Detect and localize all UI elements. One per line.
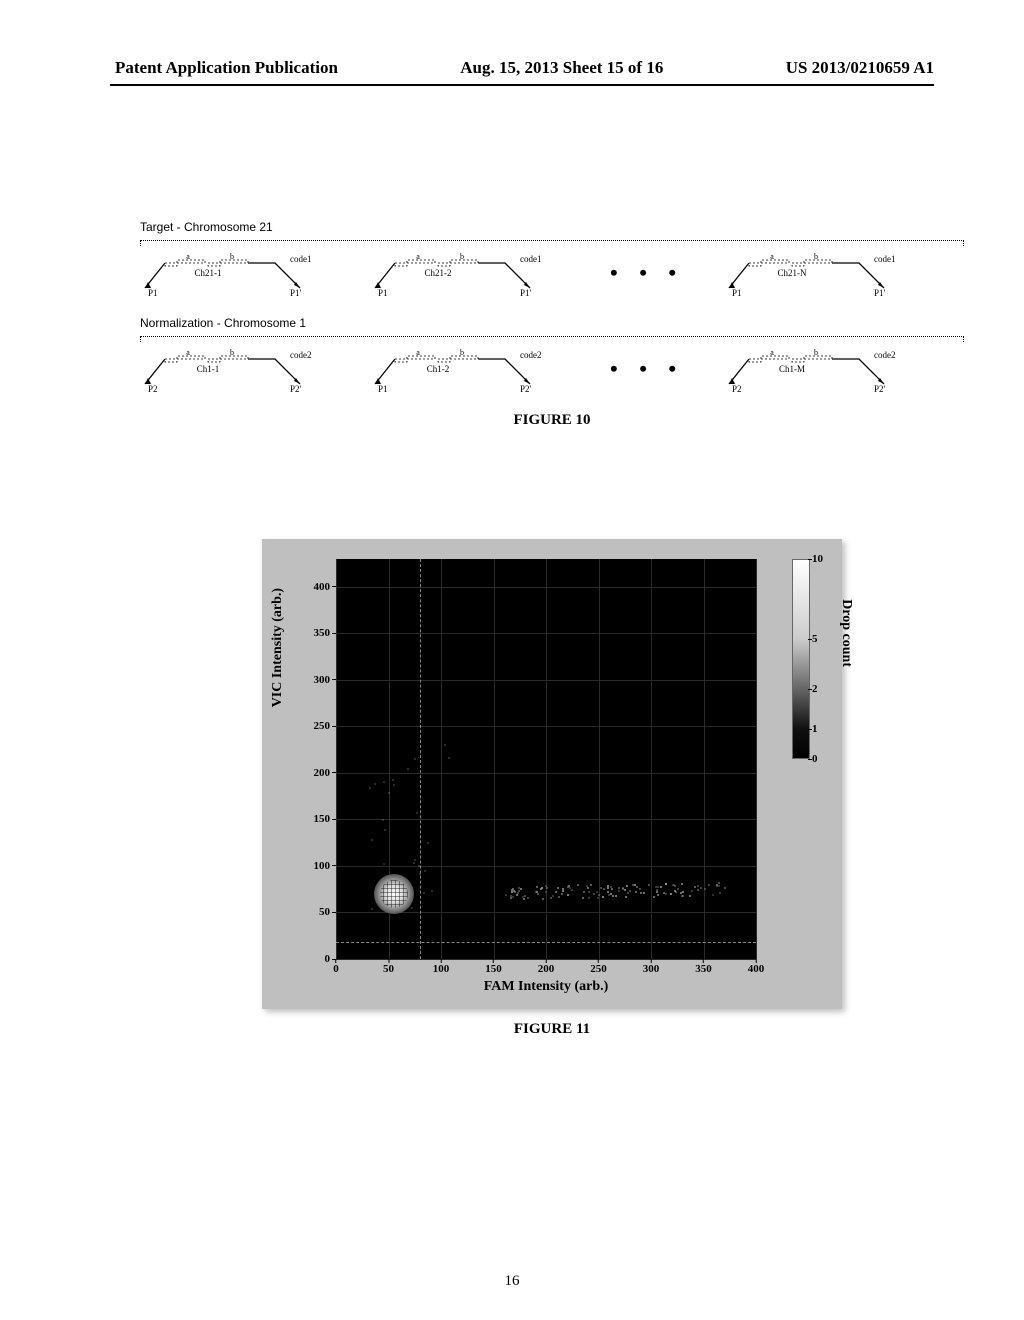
- x-tick: 150: [485, 959, 502, 975]
- figure-11: VIC Intensity (arb.) 0501001502002503003…: [140, 539, 964, 1038]
- x-tick: 50: [383, 959, 394, 975]
- figure-10: Target - Chromosome 21 a b Ch21-1 P1 P1'…: [140, 220, 964, 429]
- svg-text:Ch21-2: Ch21-2: [425, 268, 452, 278]
- fig10-target-row: a b Ch21-1 P1 P1' code1 a b Ch21-2 P1 P1…: [140, 248, 964, 298]
- fig10-norm-title: Normalization - Chromosome 1: [140, 316, 964, 330]
- header-rule: [110, 84, 934, 86]
- fig10-target-bracket: [140, 240, 964, 246]
- probe-unit: a b Ch21-1 P1 P1' code1: [140, 248, 340, 298]
- y-tick: 400: [314, 581, 337, 593]
- header-left: Patent Application Publication: [115, 58, 338, 78]
- fig11-y-label: VIC Intensity (arb.): [270, 588, 286, 707]
- fig10-norm-row: a b Ch1-1 P2 P2' code2 a b Ch1-2 P1 P2' …: [140, 344, 964, 394]
- svg-text:code1: code1: [520, 254, 542, 264]
- y-tick: 50: [319, 906, 336, 918]
- colorbar-tick: 2: [812, 683, 818, 695]
- svg-text:P1': P1': [290, 288, 302, 298]
- x-tick: 250: [590, 959, 607, 975]
- x-tick: 0: [333, 959, 339, 975]
- svg-text:P2: P2: [732, 384, 742, 394]
- fig11-x-label: FAM Intensity (arb.): [336, 979, 756, 995]
- svg-text:Ch1-1: Ch1-1: [197, 364, 220, 374]
- colorbar-tick: 10: [812, 553, 823, 565]
- svg-text:b: b: [230, 348, 234, 357]
- svg-text:P2': P2': [290, 384, 302, 394]
- y-tick: 200: [314, 767, 337, 779]
- fig10-caption: FIGURE 10: [140, 412, 964, 429]
- svg-text:P1': P1': [874, 288, 886, 298]
- svg-text:code1: code1: [874, 254, 896, 264]
- svg-text:a: a: [186, 348, 190, 357]
- fig11-y-ticks: 050100150200250300350400: [308, 559, 336, 959]
- fig11-cb-label: Drop count: [838, 599, 854, 667]
- svg-text:b: b: [814, 348, 818, 357]
- colorbar-tick: 5: [812, 633, 818, 645]
- y-tick: 350: [314, 627, 337, 639]
- header-right: US 2013/0210659 A1: [786, 58, 934, 78]
- svg-text:P1: P1: [148, 288, 158, 298]
- svg-text:P1: P1: [732, 288, 742, 298]
- y-tick: 100: [314, 860, 337, 872]
- svg-text:P2: P2: [148, 384, 158, 394]
- svg-text:a: a: [416, 252, 420, 261]
- probe-unit: a b Ch21-2 P1 P1' code1: [370, 248, 570, 298]
- x-tick: 200: [538, 959, 555, 975]
- x-tick: 400: [748, 959, 765, 975]
- fig11-x-ticks: 050100150200250300350400: [336, 959, 756, 979]
- svg-text:b: b: [460, 252, 464, 261]
- svg-text:code2: code2: [520, 350, 542, 360]
- fig11-caption: FIGURE 11: [514, 1021, 590, 1038]
- fig10-target-title: Target - Chromosome 21: [140, 220, 964, 234]
- ellipsis: • • •: [600, 260, 694, 286]
- fig10-norm-bracket: [140, 336, 964, 342]
- header-center: Aug. 15, 2013 Sheet 15 of 16: [460, 58, 663, 78]
- probe-unit: a b Ch1-2 P1 P2' code2: [370, 344, 570, 394]
- colorbar-tick: 1: [812, 723, 818, 735]
- colorbar-tick: 0: [812, 753, 818, 765]
- svg-text:P1: P1: [378, 384, 388, 394]
- fig11-cb-ticks: 012510: [812, 559, 832, 759]
- svg-text:a: a: [770, 348, 774, 357]
- x-tick: 350: [695, 959, 712, 975]
- svg-text:P1: P1: [378, 288, 388, 298]
- svg-text:code2: code2: [290, 350, 312, 360]
- svg-text:a: a: [416, 348, 420, 357]
- svg-text:code1: code1: [290, 254, 312, 264]
- svg-text:P2': P2': [874, 384, 886, 394]
- svg-text:b: b: [814, 252, 818, 261]
- svg-text:P1': P1': [520, 288, 532, 298]
- svg-text:Ch21-1: Ch21-1: [195, 268, 222, 278]
- svg-text:a: a: [770, 252, 774, 261]
- fig11-plot-area: [336, 559, 756, 959]
- y-tick: 300: [314, 674, 337, 686]
- probe-unit: a b Ch21-N P1 P1' code1: [724, 248, 924, 298]
- x-tick: 300: [643, 959, 660, 975]
- x-tick: 100: [433, 959, 450, 975]
- svg-text:P2': P2': [520, 384, 532, 394]
- svg-text:code2: code2: [874, 350, 896, 360]
- svg-text:Ch1-2: Ch1-2: [427, 364, 450, 374]
- fig11-panel: VIC Intensity (arb.) 0501001502002503003…: [262, 539, 842, 1009]
- y-tick: 150: [314, 813, 337, 825]
- page-header: Patent Application Publication Aug. 15, …: [0, 58, 1024, 78]
- svg-text:b: b: [230, 252, 234, 261]
- page-number: 16: [0, 1273, 1024, 1290]
- svg-text:Ch21-N: Ch21-N: [778, 268, 808, 278]
- probe-unit: a b Ch1-M P2 P2' code2: [724, 344, 924, 394]
- svg-text:Ch1-M: Ch1-M: [779, 364, 805, 374]
- ellipsis: • • •: [600, 356, 694, 382]
- svg-text:a: a: [186, 252, 190, 261]
- probe-unit: a b Ch1-1 P2 P2' code2: [140, 344, 340, 394]
- y-tick: 250: [314, 720, 337, 732]
- svg-text:b: b: [460, 348, 464, 357]
